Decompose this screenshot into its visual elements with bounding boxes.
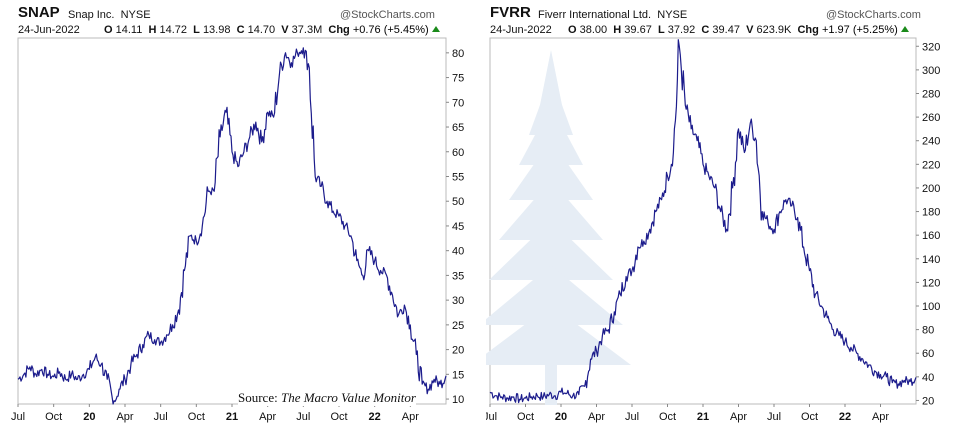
x-tick-label: Apr bbox=[588, 411, 605, 423]
x-tick-label: Oct bbox=[517, 411, 534, 423]
up-arrow-icon bbox=[900, 26, 909, 32]
x-tick-label: Oct bbox=[801, 411, 818, 423]
y-tick-label: 75 bbox=[452, 73, 464, 85]
y-tick-label: 50 bbox=[452, 196, 464, 208]
x-tick-label: Jul bbox=[486, 411, 497, 423]
y-tick-label: 45 bbox=[452, 221, 464, 233]
x-tick-label: Jul bbox=[625, 411, 639, 423]
y-tick-label: 65 bbox=[452, 122, 464, 134]
y-tick-label: 30 bbox=[452, 295, 464, 307]
y-tick-label: 300 bbox=[922, 65, 940, 77]
y-tick-label: 40 bbox=[922, 372, 934, 384]
plot-area bbox=[17, 37, 447, 405]
x-tick-label: 21 bbox=[226, 411, 238, 423]
y-tick-label: 180 bbox=[922, 207, 940, 219]
stockcharts-logo: @StockCharts.com bbox=[826, 9, 921, 21]
y-tick-label: 15 bbox=[452, 369, 464, 381]
x-tick-label: Jul bbox=[296, 411, 310, 423]
y-tick-label: 60 bbox=[452, 147, 464, 159]
ticker-symbol: FVRR bbox=[490, 4, 531, 21]
x-tick-label: Jul bbox=[11, 411, 25, 423]
exchange-label: NYSE bbox=[657, 9, 688, 21]
x-tick-label: Apr bbox=[730, 411, 747, 423]
y-tick-label: 25 bbox=[452, 320, 464, 332]
x-tick-label: 22 bbox=[839, 411, 851, 423]
price-line bbox=[489, 39, 917, 404]
y-tick-label: 10 bbox=[452, 394, 464, 406]
y-tick-label: 220 bbox=[922, 159, 940, 171]
price-line bbox=[17, 47, 447, 405]
y-tick-label: 70 bbox=[452, 97, 464, 109]
y-tick-label: 55 bbox=[452, 171, 464, 183]
y-tick-label: 140 bbox=[922, 254, 940, 266]
y-tick-label: 100 bbox=[922, 301, 940, 313]
x-tick-label: Oct bbox=[330, 411, 347, 423]
y-tick-label: 240 bbox=[922, 136, 940, 148]
x-tick-label: Apr bbox=[116, 411, 133, 423]
company-name: Fiverr International Ltd. NYSE bbox=[538, 9, 688, 21]
x-tick-label: 21 bbox=[697, 411, 709, 423]
y-tick-label: 260 bbox=[922, 112, 940, 124]
x-tick-label: Jul bbox=[154, 411, 168, 423]
x-tick-label: Jul bbox=[767, 411, 781, 423]
x-tick-label: Oct bbox=[659, 411, 676, 423]
y-tick-label: 320 bbox=[922, 41, 940, 53]
y-tick-label: 280 bbox=[922, 88, 940, 100]
company-name: Snap Inc. NYSE bbox=[68, 9, 151, 21]
x-tick-label: 20 bbox=[83, 411, 95, 423]
chart-date: 24-Jun-2022 bbox=[18, 24, 80, 36]
y-tick-label: 80 bbox=[452, 48, 464, 60]
x-tick-label: 22 bbox=[369, 411, 381, 423]
x-tick-label: Apr bbox=[259, 411, 276, 423]
fvrr-chart-panel: FVRR Fiverr International Ltd. NYSE @Sto… bbox=[486, 0, 962, 433]
x-tick-label: Oct bbox=[188, 411, 205, 423]
snap-price-chart: 10 15 20 25 30 35 40 45 50 55 60 65 70 75 80 Jul Oct 20 Ap… bbox=[11, 37, 464, 423]
fvrr-price-chart: 20 40 60 80 100 120 140 160 180 200 220 240 260 280 30… bbox=[486, 37, 940, 423]
y-tick-label: 60 bbox=[922, 348, 934, 360]
exchange-label: NYSE bbox=[120, 9, 151, 21]
y-tick-label: 20 bbox=[922, 395, 934, 407]
source-note: Source: The Macro Value Monitor bbox=[238, 390, 416, 406]
x-tick-label: 20 bbox=[555, 411, 567, 423]
y-tick-label: 20 bbox=[452, 345, 464, 357]
y-tick-label: 80 bbox=[922, 325, 934, 337]
stockcharts-logo: @StockCharts.com bbox=[340, 9, 435, 21]
y-tick-label: 40 bbox=[452, 246, 464, 258]
y-tick-label: 35 bbox=[452, 270, 464, 282]
x-tick-label: Apr bbox=[872, 411, 889, 423]
chart-date: 24-Jun-2022 bbox=[490, 24, 552, 36]
y-tick-label: 200 bbox=[922, 183, 940, 195]
ohlc-readout: O 14.11 H 14.72 L 13.98 C 14.70 V 37.3M … bbox=[104, 24, 440, 36]
y-tick-label: 120 bbox=[922, 277, 940, 289]
ticker-symbol: SNAP bbox=[18, 4, 60, 21]
up-arrow-icon bbox=[431, 26, 440, 32]
snap-chart-panel: SNAP Snap Inc. NYSE @StockCharts.com 24-… bbox=[0, 0, 476, 433]
ohlc-readout: O 38.00 H 39.67 L 37.92 C 39.47 V 623.9K… bbox=[568, 24, 909, 36]
x-tick-label: Apr bbox=[402, 411, 419, 423]
y-tick-label: 160 bbox=[922, 230, 940, 242]
x-tick-label: Oct bbox=[45, 411, 62, 423]
